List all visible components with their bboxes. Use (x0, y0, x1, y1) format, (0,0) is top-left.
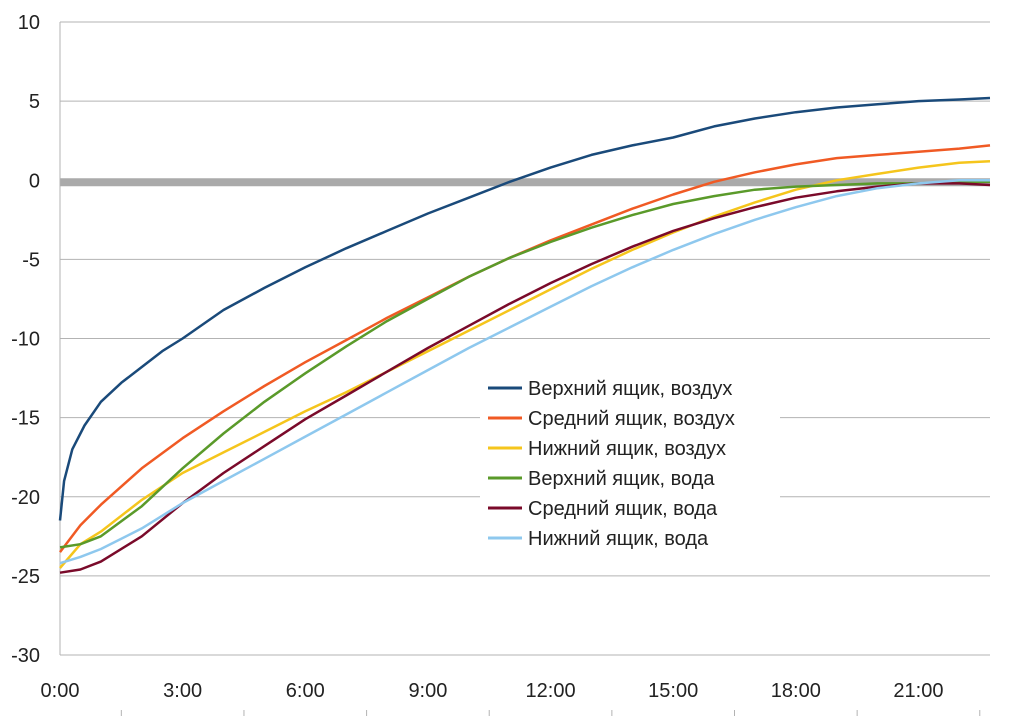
series-lines (58, 96, 991, 574)
legend-label: Нижний ящик, воздух (528, 438, 726, 460)
x-tick-label: 15:00 (648, 680, 698, 702)
legend-label: Верхний ящик, вода (528, 468, 715, 490)
x-tick-label: 0:00 (41, 680, 80, 702)
y-tick-label: 0 (29, 170, 40, 192)
x-tick-label: 18:00 (771, 680, 821, 702)
series-line (59, 179, 990, 565)
y-tick-label: -20 (11, 487, 40, 509)
y-tick-label: -5 (22, 249, 40, 271)
x-tick-label: 21:00 (893, 680, 943, 702)
series-line (59, 180, 990, 549)
legend-label: Средний ящик, воздух (528, 408, 735, 430)
x-tick-label: 9:00 (408, 680, 447, 702)
x-tick-label: 3:00 (163, 680, 202, 702)
y-tick-label: -25 (11, 566, 40, 588)
x-tick-label: 12:00 (526, 680, 576, 702)
y-axis-tick-labels: 10 5 0 -5 -10 -15 -20 -25 -30 (11, 12, 40, 667)
y-tick-label: -15 (11, 408, 40, 430)
x-axis-tick-labels: 0:00 3:00 6:00 9:00 12:00 15:00 18:00 21:00 (41, 680, 944, 702)
y-tick-label: -10 (11, 329, 40, 351)
y-tick-label: -30 (11, 645, 40, 667)
legend-background (480, 366, 780, 562)
y-tick-label: 10 (18, 12, 40, 34)
legend-label: Нижний ящик, вода (528, 528, 709, 550)
legend: Верхний ящик, воздух Средний ящик, воздух… (480, 366, 780, 562)
x-tick-label: 6:00 (286, 680, 325, 702)
series-line (58, 96, 991, 521)
legend-label: Средний ящик, вода (528, 498, 718, 520)
y-tick-label: 5 (29, 91, 40, 113)
series-line (59, 160, 991, 569)
legend-label: Верхний ящик, воздух (528, 378, 732, 400)
axes (59, 22, 990, 716)
